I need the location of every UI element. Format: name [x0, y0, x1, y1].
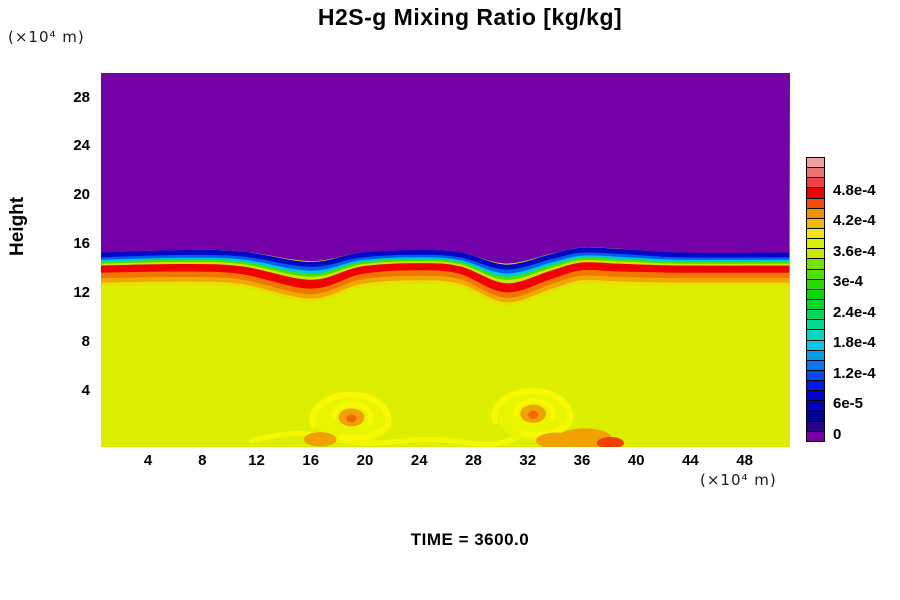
interface-band	[101, 250, 790, 274]
colorbar-tick-label: 1.8e-4	[833, 334, 876, 352]
x-tick-label: 8	[198, 452, 207, 469]
colorbar-tick-label: 3.6e-4	[833, 242, 876, 260]
interface-band	[101, 274, 790, 303]
upper-layer	[101, 73, 790, 264]
colorbar-tick-label: 4.8e-4	[833, 181, 876, 199]
plot-title: H2S-g Mixing Ratio [kg/kg]	[317, 4, 623, 30]
vortex-swirl	[491, 387, 574, 440]
x-tick-label: 4	[143, 452, 153, 469]
y-tick-label: 20	[73, 186, 90, 204]
x-tick-label: 32	[519, 452, 537, 469]
y-tick-label: 28	[73, 88, 90, 106]
x-tick-label: 44	[682, 452, 699, 469]
colorbar-tick-label: 2.4e-4	[833, 303, 876, 321]
x-tick-label: 12	[248, 452, 265, 469]
surface-blob	[596, 436, 624, 447]
x-tick-label: 16	[302, 452, 320, 469]
y-tick-label: 8	[81, 332, 90, 350]
interface-band	[101, 259, 790, 284]
x-axis-unit-label: (×10⁴ m)	[700, 471, 777, 489]
x-tick-label: 20	[356, 452, 374, 469]
x-tick-label: 48	[736, 452, 754, 469]
interface-band	[101, 258, 790, 293]
x-tick-label: 28	[465, 452, 482, 469]
colorbar-tick-label: 3e-4	[833, 273, 864, 291]
y-tick-label: 12	[73, 283, 90, 301]
colorbar-tick-label: 4.2e-4	[833, 212, 876, 230]
colorbar-tick-label: 6e-5	[833, 395, 864, 413]
colorbar	[806, 157, 825, 442]
y-tick-label: 16	[73, 235, 90, 253]
surface-blob	[303, 432, 337, 447]
colorbar-tick-label: 0	[833, 425, 842, 443]
colorbar-segment	[806, 430, 825, 442]
y-tick-label: 24	[73, 137, 90, 155]
x-tick-label: 24	[410, 452, 428, 469]
colorbar-tick-label: 1.2e-4	[833, 364, 876, 382]
time-label: TIME = 3600.0	[410, 530, 530, 549]
interface-band	[101, 247, 790, 270]
y-tick-label: 4	[81, 381, 90, 399]
interface-band	[101, 269, 790, 298]
x-tick-label: 36	[573, 452, 591, 469]
interface-band	[101, 255, 790, 281]
y-axis-unit-label: (×10⁴ m)	[8, 28, 85, 46]
vortex-swirl	[309, 391, 392, 444]
y-axis-label: Height	[7, 196, 28, 256]
interface-band	[101, 279, 790, 306]
heatmap-field	[101, 73, 790, 447]
x-tick-label: 40	[627, 452, 645, 469]
